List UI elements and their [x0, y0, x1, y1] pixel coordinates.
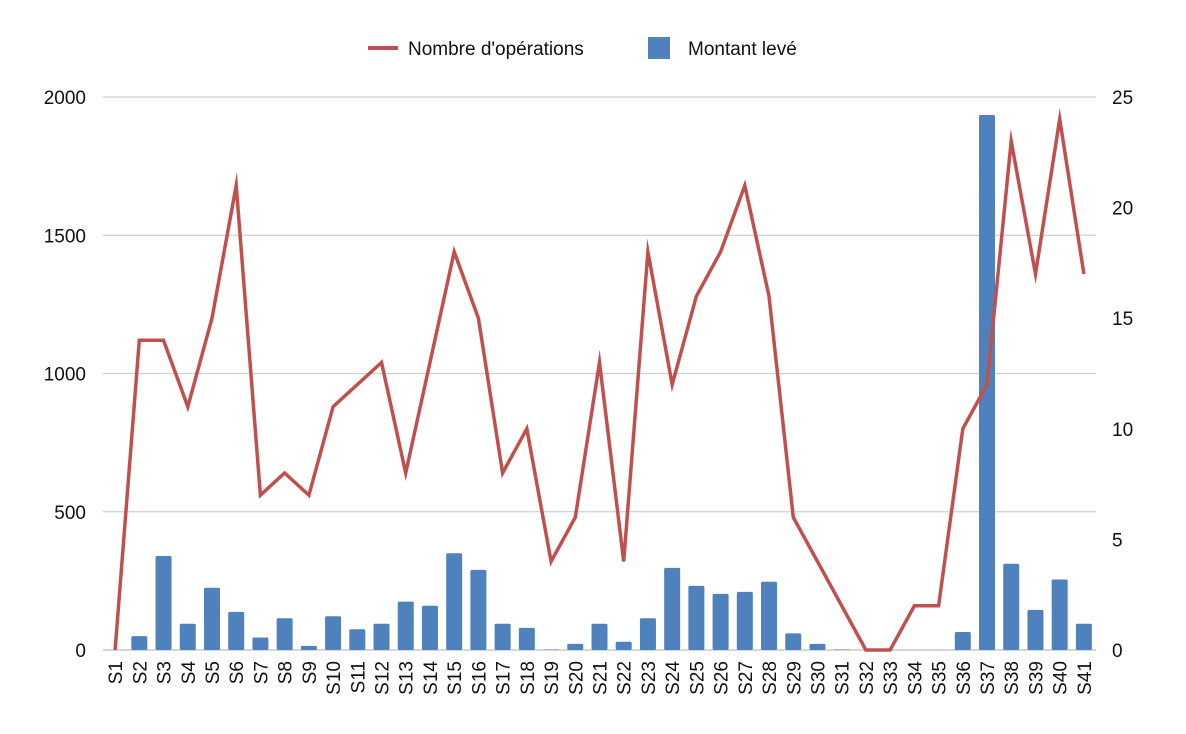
bar-s26: [712, 593, 729, 650]
right-tick-label: 5: [1112, 530, 1123, 551]
left-tick-label: 0: [75, 641, 86, 662]
x-tick-label: S30: [808, 661, 829, 695]
x-tick-label: S35: [930, 661, 951, 695]
bar-s20: [567, 643, 584, 650]
legend-label-amount: Montant levé: [688, 39, 797, 60]
x-tick-label: S10: [324, 661, 345, 695]
right-tick-label: 25: [1112, 88, 1133, 109]
x-tick-label: S16: [469, 661, 490, 695]
left-tick-label: 500: [54, 503, 86, 524]
bar-series: [131, 114, 1092, 650]
bar-s7: [252, 637, 269, 650]
left-tick-label: 2000: [44, 88, 86, 109]
x-tick-label: S27: [736, 661, 757, 695]
x-tick-label: S4: [179, 661, 200, 685]
x-tick-label: S15: [445, 661, 466, 695]
x-tick-label: S12: [373, 661, 394, 695]
bar-s3: [155, 555, 172, 650]
x-tick-label: S24: [663, 661, 684, 695]
bar-s39: [1027, 609, 1044, 650]
x-tick-label: S31: [833, 661, 854, 695]
x-tick-label: S2: [130, 661, 151, 684]
x-tick-label: S39: [1026, 661, 1047, 695]
x-tick-label: S21: [591, 661, 612, 695]
x-tick-label: S14: [421, 661, 442, 695]
x-tick-label: S23: [639, 661, 660, 695]
x-tick-label: S41: [1075, 661, 1096, 695]
bar-s2: [131, 636, 148, 650]
bar-s5: [203, 587, 220, 650]
right-tick-label: 15: [1112, 309, 1133, 330]
bar-s17: [494, 623, 511, 650]
bar-s29: [785, 633, 802, 650]
x-tick-label: S9: [300, 661, 321, 684]
bar-s9: [300, 645, 317, 650]
bar-s12: [373, 623, 390, 650]
x-tick-label: S1: [106, 661, 127, 684]
right-tick-label: 10: [1112, 420, 1133, 441]
legend: Nombre d'opérations Montant levé: [368, 37, 797, 60]
left-y-axis: 0 500 1000 1500 2000: [44, 88, 86, 662]
bar-s18: [518, 627, 535, 650]
x-tick-label: S33: [881, 661, 902, 695]
right-y-axis: 0 5 10 15 20 25: [1112, 88, 1133, 662]
bar-s40: [1051, 579, 1068, 650]
x-tick-label: S13: [397, 661, 418, 695]
bar-s41: [1075, 623, 1092, 650]
bar-s24: [664, 567, 681, 650]
bar-s30: [809, 643, 826, 650]
bar-s31: [833, 649, 850, 650]
x-tick-label: S29: [784, 661, 805, 695]
x-tick-label: S25: [687, 661, 708, 695]
bar-s25: [688, 585, 705, 650]
right-tick-label: 0: [1112, 641, 1123, 662]
bar-s4: [179, 623, 196, 650]
x-tick-label: S26: [712, 661, 733, 695]
x-tick-label: S38: [1002, 661, 1023, 695]
x-tick-label: S40: [1051, 661, 1072, 695]
legend-label-operations: Nombre d'opérations: [408, 39, 584, 60]
x-tick-label: S20: [566, 661, 587, 695]
bar-s28: [761, 581, 778, 650]
x-tick-label: S18: [518, 661, 539, 695]
x-tick-label: S19: [542, 661, 563, 695]
line-series: [113, 107, 1086, 652]
bar-s15: [446, 553, 463, 650]
bar-s27: [736, 591, 753, 650]
bar-s14: [421, 605, 438, 650]
bar-s11: [349, 629, 366, 650]
left-tick-label: 1000: [44, 365, 86, 386]
x-tick-label: S22: [615, 661, 636, 695]
x-tick-label: S34: [905, 661, 926, 695]
bar-s8: [276, 618, 293, 650]
bar-s19: [543, 649, 560, 650]
x-tick-label: S7: [251, 661, 272, 684]
bar-s22: [615, 641, 632, 650]
x-tick-label: S11: [348, 661, 369, 693]
x-tick-label: S6: [227, 661, 248, 684]
x-tick-label: S8: [276, 661, 297, 684]
x-tick-label: S28: [760, 661, 781, 695]
bar-s38: [1003, 563, 1020, 650]
bar-s6: [228, 611, 245, 650]
x-tick-label: S37: [978, 661, 999, 695]
left-tick-label: 1500: [44, 226, 86, 247]
right-tick-label: 20: [1112, 199, 1133, 220]
x-tick-label: S5: [203, 661, 224, 684]
x-tick-label: S3: [155, 661, 176, 684]
bar-s16: [470, 569, 487, 650]
legend-bar-marker: [648, 37, 670, 59]
x-tick-label: S17: [494, 661, 515, 695]
bar-s36: [954, 632, 971, 650]
x-axis: S1 S2 S3 S4 S5 S6 S7 S8 S9 S10 S11 S12 S13 S14 S15 S16 S…: [106, 661, 1096, 695]
bar-s21: [591, 623, 608, 650]
x-tick-label: S36: [954, 661, 975, 695]
bar-s10: [325, 616, 342, 650]
bar-s23: [639, 618, 656, 650]
bar-s13: [397, 601, 414, 650]
x-tick-label: S32: [857, 661, 878, 695]
operations-line: [113, 107, 1086, 652]
